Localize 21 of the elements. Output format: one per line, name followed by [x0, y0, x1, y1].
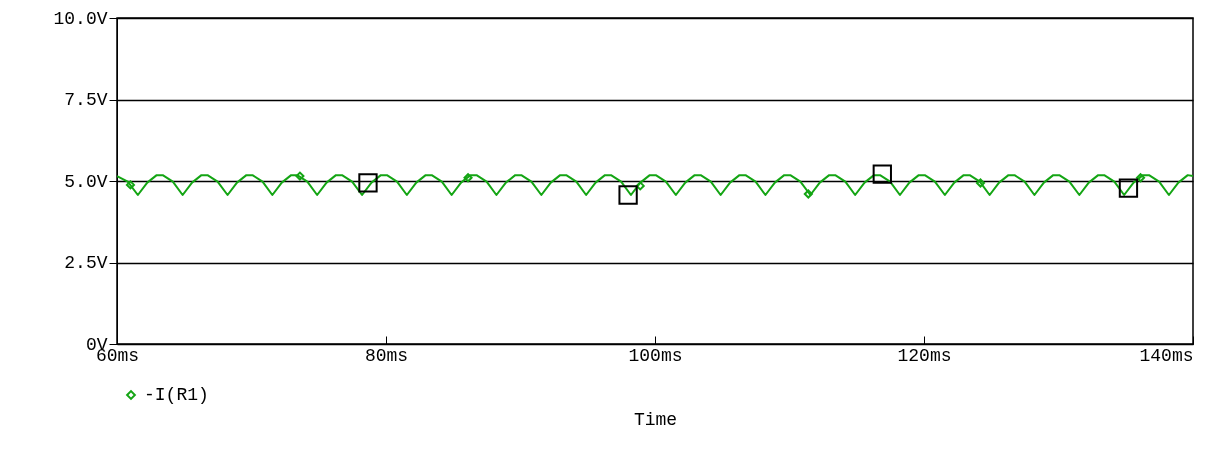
y-tick-label: 7.5V [64, 90, 108, 110]
y-tick-label: 5.0V [64, 171, 108, 192]
legend-label: -I(R1) [144, 385, 209, 405]
point [635, 181, 645, 191]
point [975, 178, 986, 188]
x-tick-label: 120ms [897, 345, 952, 366]
x-tick-label: 100ms [628, 345, 683, 366]
point [872, 164, 892, 184]
point [618, 185, 638, 205]
x-axis-title: Time [633, 409, 678, 430]
y-tick-label: 2.5V [64, 253, 108, 273]
point [463, 173, 473, 183]
point [1118, 178, 1139, 198]
point [1136, 173, 1146, 183]
x-tick-label: 80ms [364, 345, 409, 366]
x-tick-label: 140ms [1139, 345, 1194, 366]
point [125, 180, 135, 190]
point [803, 189, 813, 199]
point [358, 173, 378, 193]
y-tick-label: 10.0V [53, 8, 108, 29]
point [295, 171, 305, 181]
